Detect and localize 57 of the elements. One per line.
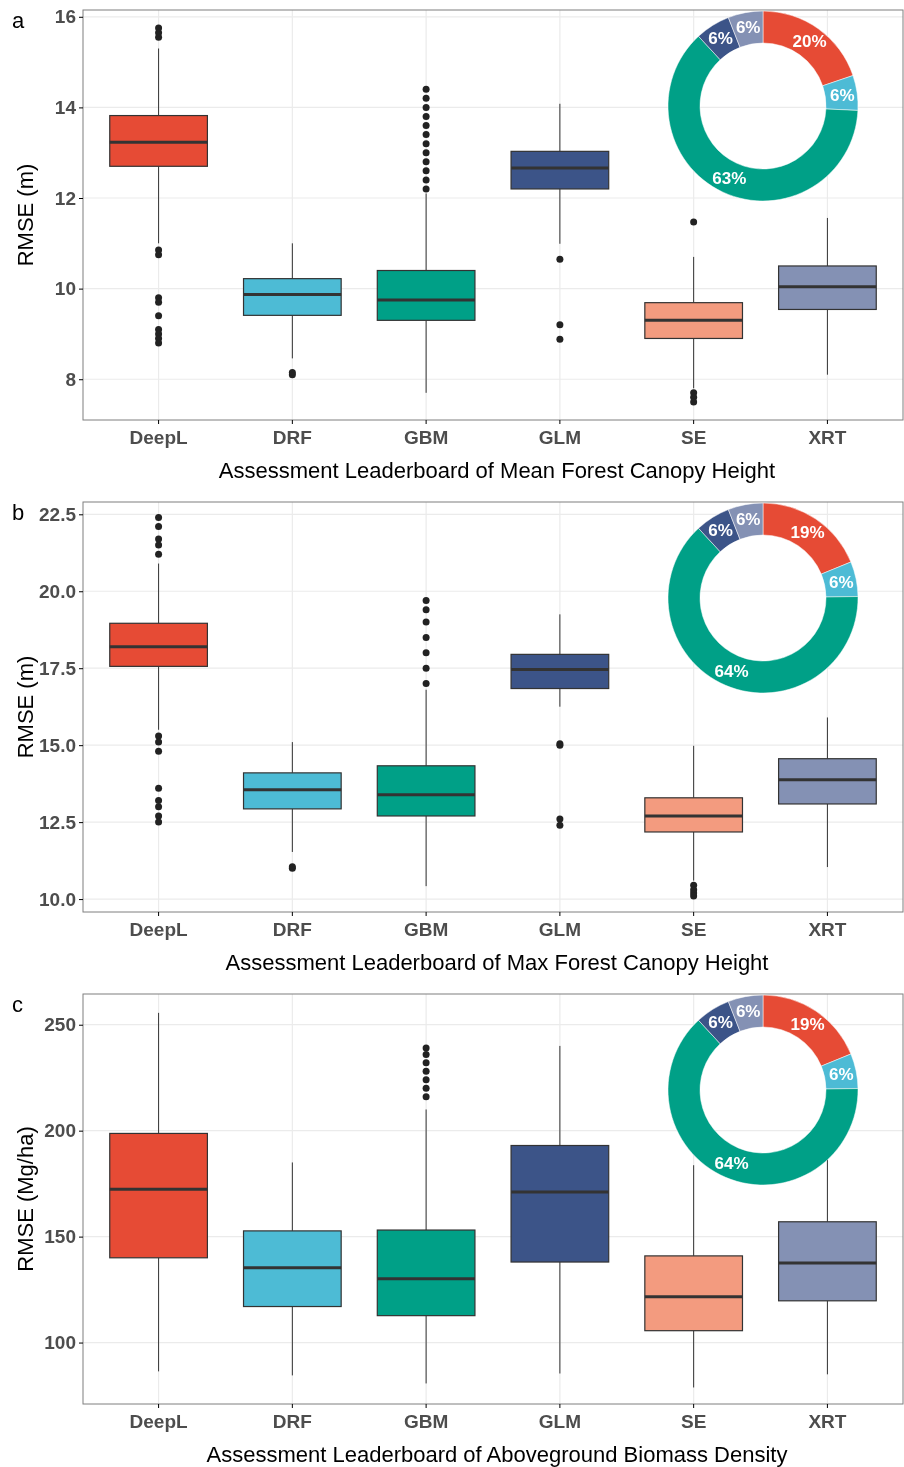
y-tick-label: 12 — [54, 187, 76, 209]
y-tick-label: 200 — [44, 1120, 76, 1142]
data-label: 6% — [829, 85, 855, 105]
x-tick-label: DeepL — [129, 427, 188, 449]
data-label: 63% — [712, 169, 747, 189]
y-tick-label: 20.0 — [39, 580, 76, 602]
y-tick-label: 10.0 — [39, 888, 76, 910]
y-tick-label: 150 — [44, 1226, 76, 1248]
x-tick-label: XRT — [808, 427, 847, 449]
x-tick-label: DeepL — [129, 919, 188, 941]
data-label: 6% — [708, 1013, 733, 1033]
y-tick-label: 10 — [54, 278, 76, 300]
y-tick-label: 17.5 — [39, 657, 77, 679]
data-label: 6% — [735, 510, 761, 530]
y-tick-label: 22.5 — [39, 503, 77, 525]
data-label: 6% — [708, 29, 733, 49]
x-tick-label: GBM — [403, 919, 449, 941]
chart-title: c — [12, 992, 23, 1017]
data-label: 19% — [790, 1014, 825, 1034]
x-tick-label: DRF — [272, 919, 312, 941]
y-axis-title: RMSE (m) — [13, 655, 38, 759]
data-label: 6% — [829, 1064, 854, 1084]
x-tick-label: SE — [680, 919, 707, 941]
x-tick-label: GBM — [403, 427, 449, 449]
x-tick-label: GLM — [538, 427, 581, 449]
x-tick-label: DRF — [272, 427, 312, 449]
x-tick-label: GBM — [403, 1411, 449, 1433]
y-tick-label: 8 — [65, 368, 76, 390]
y-tick-label: 250 — [44, 1014, 76, 1036]
x-tick-label: DeepL — [129, 1411, 188, 1433]
data-label: 19% — [790, 522, 825, 542]
x-tick-label: DRF — [272, 1411, 312, 1433]
data-label: 6% — [708, 521, 733, 541]
x-tick-label: GLM — [538, 1411, 581, 1433]
x-tick-label: SE — [680, 1411, 707, 1433]
y-tick-label: 16 — [54, 6, 76, 28]
x-axis-title: Assessment Leaderboard of Aboveground Biomass Density — [206, 1442, 788, 1467]
y-tick-label: 15.0 — [39, 734, 76, 756]
x-axis-title: Assessment Leaderboard of Mean Forest Canopy Height — [218, 458, 776, 483]
chart-title: b — [12, 500, 25, 525]
y-axis-title: RMSE (m) — [13, 163, 38, 267]
x-tick-label: GLM — [538, 919, 581, 941]
y-tick-label: 12.5 — [39, 811, 77, 833]
data-label: 64% — [714, 1154, 749, 1174]
x-axis-title: Assessment Leaderboard of Max Forest Canopy Height — [225, 950, 769, 975]
data-label: 20% — [792, 31, 827, 51]
x-tick-label: SE — [680, 427, 707, 449]
x-tick-label: XRT — [808, 1411, 847, 1433]
y-axis-title: RMSE (Mg/ha) — [13, 1126, 38, 1272]
y-tick-label: 100 — [44, 1332, 76, 1354]
data-label: 6% — [829, 572, 854, 592]
data-label: 6% — [735, 1002, 761, 1022]
x-tick-label: XRT — [808, 919, 847, 941]
data-label: 64% — [714, 662, 749, 682]
chart-title: a — [12, 8, 25, 33]
data-label: 6% — [735, 18, 761, 38]
y-tick-label: 14 — [54, 96, 77, 118]
